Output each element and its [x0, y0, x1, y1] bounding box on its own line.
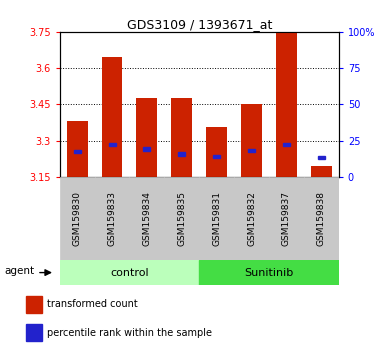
Bar	[109, 143, 116, 146]
Text: GSM159835: GSM159835	[177, 191, 186, 246]
Bar	[248, 149, 255, 152]
Text: percentile rank within the sample: percentile rank within the sample	[47, 328, 212, 338]
Text: control: control	[110, 268, 149, 278]
Bar	[199, 260, 339, 285]
Bar	[164, 177, 199, 260]
Bar	[171, 98, 192, 177]
Bar	[234, 177, 269, 260]
Bar	[199, 177, 234, 260]
Bar	[136, 98, 157, 177]
Bar	[143, 147, 151, 151]
Text: transformed count: transformed count	[47, 299, 138, 309]
Bar	[26, 296, 42, 313]
Bar	[269, 177, 304, 260]
Bar	[102, 57, 122, 177]
Text: GSM159830: GSM159830	[73, 191, 82, 246]
Bar	[318, 156, 325, 159]
Bar	[311, 166, 332, 177]
Bar	[26, 324, 42, 341]
Text: GSM159833: GSM159833	[107, 191, 117, 246]
Bar	[206, 127, 227, 177]
Bar	[276, 32, 297, 177]
Text: GSM159831: GSM159831	[212, 191, 221, 246]
Bar	[95, 177, 129, 260]
Bar	[283, 143, 290, 146]
Bar	[304, 177, 339, 260]
Bar	[241, 104, 262, 177]
Bar	[213, 155, 220, 158]
Bar	[129, 177, 164, 260]
Title: GDS3109 / 1393671_at: GDS3109 / 1393671_at	[127, 18, 272, 31]
Text: GSM159834: GSM159834	[142, 191, 151, 246]
Text: GSM159832: GSM159832	[247, 191, 256, 246]
Bar	[74, 150, 80, 153]
Text: agent: agent	[5, 266, 35, 276]
Bar	[67, 121, 88, 177]
Text: Sunitinib: Sunitinib	[244, 268, 294, 278]
Text: GSM159837: GSM159837	[282, 191, 291, 246]
Bar	[60, 260, 199, 285]
Bar	[178, 152, 185, 156]
Text: GSM159838: GSM159838	[317, 191, 326, 246]
Bar	[60, 177, 95, 260]
